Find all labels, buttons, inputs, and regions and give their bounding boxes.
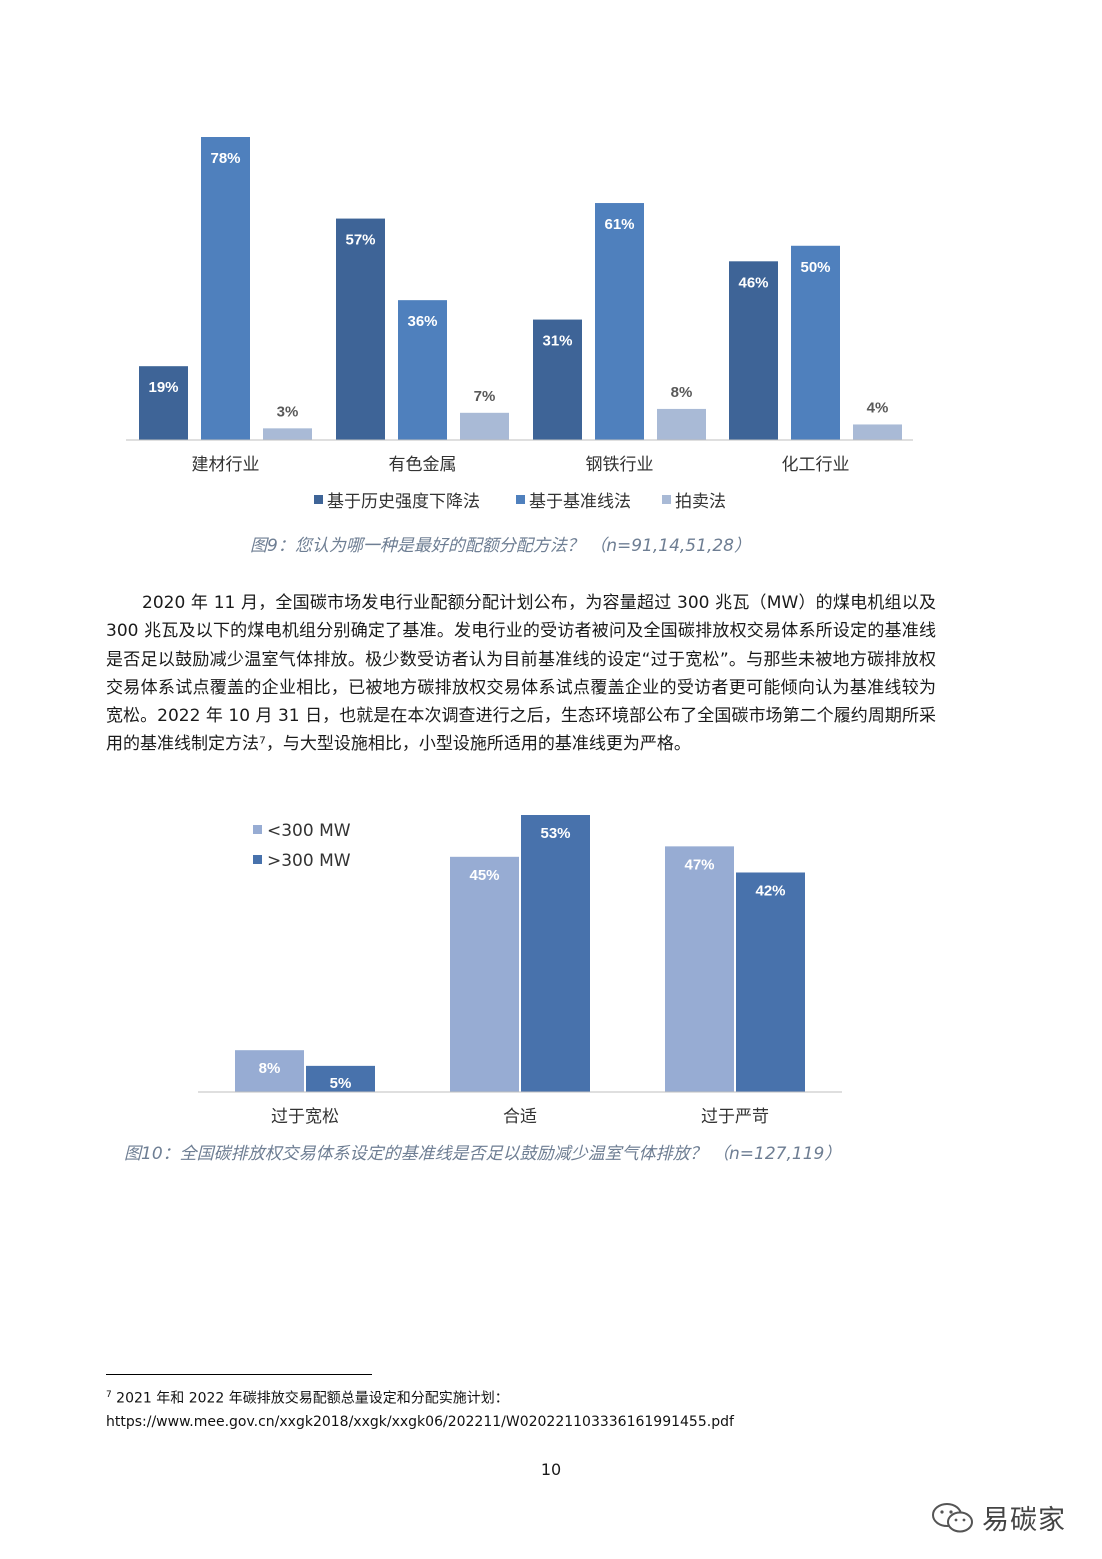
page-number: 10 — [540, 1460, 562, 1479]
bar — [595, 203, 644, 440]
bar — [235, 1050, 304, 1092]
data-label: 50% — [800, 259, 830, 276]
watermark: 易碳家 — [930, 1498, 1066, 1537]
data-label: 31% — [542, 333, 572, 350]
data-label: 47% — [684, 856, 714, 873]
bar — [450, 856, 519, 1092]
bar — [460, 412, 509, 440]
bar — [398, 300, 447, 440]
bar — [853, 424, 902, 440]
legend-swatch — [253, 855, 262, 864]
data-label: 36% — [407, 313, 437, 330]
bar — [791, 245, 840, 440]
wechat-icon — [932, 1502, 973, 1532]
legend-label: 拍卖法 — [675, 492, 726, 512]
data-label: 8% — [671, 384, 693, 401]
bar — [736, 872, 805, 1092]
legend-label: 基于历史强度下降法 — [327, 492, 480, 512]
category-label: 有色金属 — [389, 455, 457, 475]
data-label: 61% — [604, 216, 634, 233]
legend-swatch — [253, 825, 262, 834]
bar — [665, 846, 734, 1092]
data-label: 53% — [540, 825, 570, 842]
bar — [533, 319, 582, 440]
bar — [139, 366, 188, 440]
category-label: 钢铁行业 — [586, 455, 654, 475]
footnote: 7 2021 年和 2022 年碳排放交易配额总量设定和分配实施计划： http… — [106, 1384, 734, 1434]
data-label: 19% — [148, 379, 178, 396]
legend-swatch — [516, 495, 525, 504]
data-label: 5% — [330, 1075, 352, 1092]
data-label: 46% — [738, 274, 768, 291]
footnote-url[interactable]: https://www.mee.gov.cn/xxgk2018/xxgk/xxg… — [106, 1413, 734, 1430]
legend-swatch — [314, 495, 323, 504]
figure-9-caption: 图9：您认为哪一种是最好的配额分配方法？ （n=91,14,51,28） — [250, 536, 751, 556]
body-paragraph: 2020 年 11 月，全国碳市场发电行业配额分配计划公布，为容量超过 300 … — [106, 593, 936, 755]
chart-allocation-methods: 19% 57% 31% 46% 78% 36% 61% 50% 3% 7% 8% 4% 建材行业 有色金… — [126, 137, 913, 512]
legend-label: 基于基准线法 — [529, 492, 631, 512]
legend-swatch — [662, 495, 671, 504]
data-label: 42% — [755, 882, 785, 899]
category-label: 建材行业 — [192, 455, 260, 475]
bar — [263, 428, 312, 440]
bar — [729, 261, 778, 440]
data-label: 57% — [345, 232, 375, 249]
legend-label: >300 MW — [267, 851, 351, 871]
footnote-divider — [106, 1374, 372, 1375]
bar — [201, 137, 250, 440]
category-label: 化工行业 — [782, 455, 850, 475]
bar — [336, 218, 385, 440]
category-label: 过于宽松 — [271, 1107, 339, 1127]
chart-baseline-assessment: 8% 45% 47% 5% 53% 42% 过于宽松 合适 过于严苛 <300 MW >300 … — [198, 815, 842, 1127]
footnote-text: 2021 年和 2022 年碳排放交易配额总量设定和分配实施计划： — [111, 1390, 509, 1407]
data-label: 78% — [210, 150, 240, 167]
data-label: 7% — [474, 388, 496, 405]
footnote-marker: 7 — [106, 1390, 112, 1400]
bar — [657, 408, 706, 440]
watermark-text: 易碳家 — [982, 1505, 1066, 1536]
legend-label: <300 MW — [267, 821, 351, 841]
category-label: 合适 — [503, 1107, 537, 1127]
category-label: 过于严苛 — [701, 1107, 769, 1127]
data-label: 45% — [469, 867, 499, 884]
data-label: 3% — [277, 403, 299, 420]
data-label: 8% — [259, 1060, 281, 1077]
data-label: 4% — [867, 399, 889, 416]
figure-10-caption: 图10：全国碳排放权交易体系设定的基准线是否足以鼓励减少温室气体排放？ （n=1… — [124, 1144, 842, 1164]
bar — [521, 815, 590, 1092]
bar — [306, 1065, 375, 1092]
